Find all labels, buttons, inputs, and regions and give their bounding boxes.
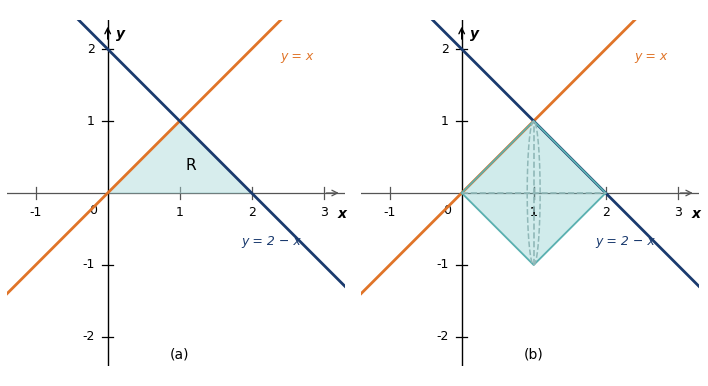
- Text: 3: 3: [674, 206, 682, 219]
- Polygon shape: [108, 121, 251, 193]
- Text: 0: 0: [443, 204, 451, 217]
- Text: x: x: [337, 207, 346, 222]
- Text: 2: 2: [87, 42, 95, 56]
- Text: 1: 1: [176, 206, 183, 219]
- Text: x: x: [691, 207, 700, 222]
- Text: 2: 2: [248, 206, 256, 219]
- Text: 1: 1: [441, 115, 449, 127]
- Text: y = 2 − x: y = 2 − x: [241, 235, 301, 248]
- Text: 2: 2: [602, 206, 610, 219]
- Text: -1: -1: [30, 206, 42, 219]
- Text: R: R: [185, 158, 196, 173]
- Text: y = x: y = x: [280, 50, 314, 63]
- Text: y: y: [470, 27, 479, 41]
- Polygon shape: [462, 121, 605, 265]
- Text: y: y: [116, 27, 125, 41]
- Text: 0: 0: [89, 204, 97, 217]
- Text: -2: -2: [82, 330, 95, 344]
- Text: (a): (a): [170, 348, 190, 362]
- Text: -1: -1: [436, 259, 449, 271]
- Text: -2: -2: [436, 330, 449, 344]
- Text: y = x: y = x: [634, 50, 668, 63]
- Text: 1: 1: [530, 206, 537, 219]
- Text: -1: -1: [82, 259, 95, 271]
- Text: (b): (b): [524, 348, 544, 362]
- Text: -1: -1: [384, 206, 396, 219]
- Text: 2: 2: [441, 42, 449, 56]
- Text: 3: 3: [320, 206, 328, 219]
- Text: y = 2 − x: y = 2 − x: [595, 235, 655, 248]
- Text: 1: 1: [530, 206, 537, 219]
- Text: 1: 1: [87, 115, 95, 127]
